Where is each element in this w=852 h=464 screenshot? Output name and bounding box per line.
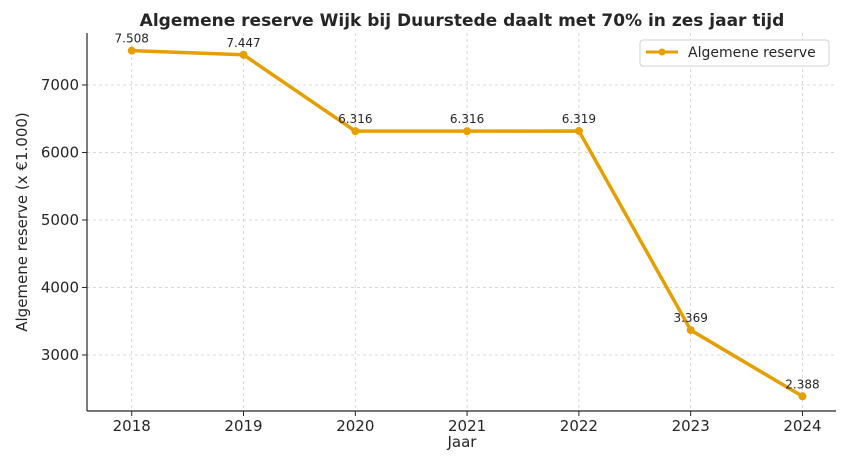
y-tick-label: 7000 [41, 76, 79, 94]
x-tick-label: 2021 [448, 417, 486, 435]
data-labels: 7.508 7.447 6.316 6.316 6.319 3.369 2.388 [115, 32, 820, 392]
axis-ticks: 2018 2019 2020 2021 2022 2023 2024 3000 4000 5000… [41, 76, 822, 435]
data-label: 3.369 [673, 311, 707, 325]
y-tick-label: 3000 [41, 346, 79, 364]
axes-frame [86, 33, 836, 412]
data-point [574, 126, 583, 135]
y-tick-label: 5000 [41, 211, 79, 229]
data-point [127, 46, 136, 55]
legend-label: Algemene reserve [688, 45, 816, 61]
x-tick-label: 2024 [783, 417, 821, 435]
data-label: 7.447 [226, 36, 260, 50]
x-tick-label: 2023 [672, 417, 710, 435]
series-line [131, 48, 804, 398]
chart-title: Algemene reserve Wijk bij Duurstede daal… [140, 11, 785, 31]
data-label: 6.316 [338, 112, 372, 126]
grid [87, 33, 836, 411]
y-axis-label: Algemene reserve (x €1.000) [13, 112, 31, 332]
y-tick-label: 6000 [41, 143, 79, 161]
legend: Algemene reserve [639, 39, 830, 67]
data-label: 7.508 [115, 32, 149, 46]
data-label: 6.316 [450, 112, 484, 126]
data-label: 2.388 [785, 377, 819, 391]
series-layer [127, 46, 807, 401]
x-tick-label: 2019 [224, 417, 262, 435]
y-tick-label: 4000 [41, 278, 79, 296]
x-tick-label: 2022 [560, 417, 598, 435]
x-tick-label: 2020 [336, 417, 374, 435]
data-label: 6.319 [562, 112, 596, 126]
data-point [798, 392, 807, 401]
x-axis-label: Jaar [447, 433, 478, 451]
data-point [239, 50, 248, 59]
legend-box [639, 39, 830, 67]
legend-marker [658, 48, 666, 56]
data-point [351, 127, 360, 136]
data-point [686, 326, 695, 335]
x-tick-label: 2018 [113, 417, 151, 435]
data-point [463, 127, 472, 136]
